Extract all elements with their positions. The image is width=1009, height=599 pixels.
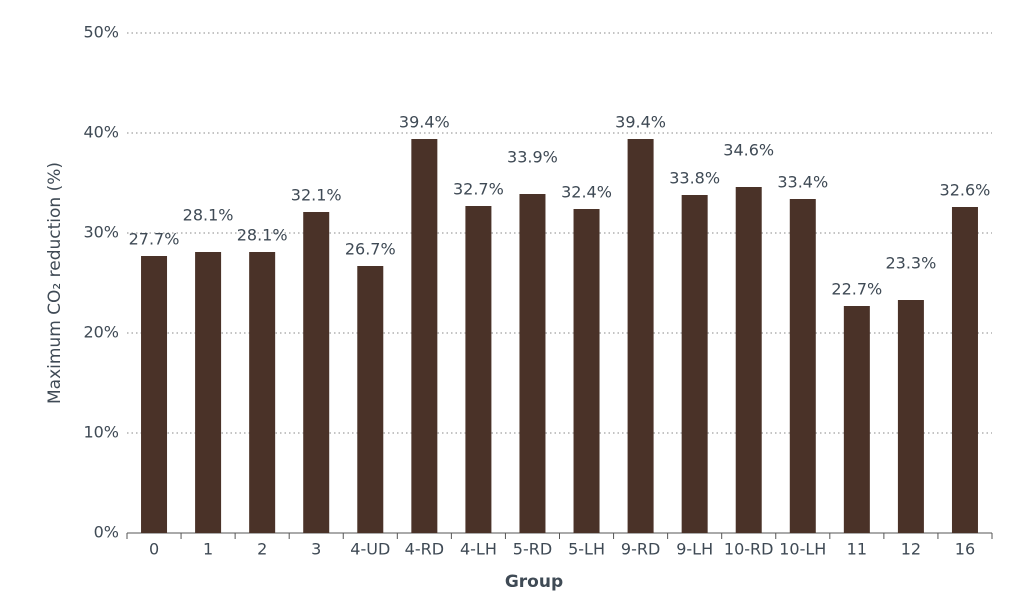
x-axis-title: Group [505, 572, 563, 592]
bar [681, 195, 708, 533]
x-tick-label: 9-LH [676, 540, 713, 559]
x-tick-label: 0 [149, 540, 159, 559]
x-tick-label: 16 [955, 540, 975, 559]
x-tick-label: 11 [847, 540, 867, 559]
y-tick-label: 20% [83, 323, 119, 342]
bar [465, 206, 492, 533]
y-tick-label: 40% [83, 123, 119, 142]
x-tick-label: 1 [203, 540, 213, 559]
value-label: 22.7% [831, 280, 882, 299]
value-label: 33.8% [669, 169, 720, 188]
bar [357, 266, 384, 533]
bar [411, 139, 438, 533]
y-tick-label: 0% [94, 523, 119, 542]
bar [303, 212, 330, 533]
bar [843, 306, 870, 533]
value-label: 32.4% [561, 183, 612, 202]
y-tick-label: 50% [83, 23, 119, 42]
x-tick-label: 5-LH [568, 540, 605, 559]
value-label: 27.7% [129, 230, 180, 249]
value-label: 34.6% [723, 141, 774, 160]
x-tick-label: 9-RD [621, 540, 660, 559]
bar [141, 256, 168, 533]
x-tick-label: 10-RD [724, 540, 774, 559]
value-label: 39.4% [399, 113, 450, 132]
value-label: 32.6% [940, 181, 991, 200]
bar [573, 209, 600, 533]
bar [735, 187, 762, 533]
value-label: 23.3% [885, 254, 936, 273]
value-label: 32.7% [453, 180, 504, 199]
bar [897, 300, 924, 533]
x-tick-label: 2 [257, 540, 267, 559]
x-tick-label: 4-RD [405, 540, 444, 559]
bar [627, 139, 654, 533]
bar [519, 194, 546, 533]
y-axis-title: Maximum CO₂ reduction (%) [45, 162, 65, 404]
x-tick-label: 10-LH [779, 540, 826, 559]
x-tick-label: 3 [311, 540, 321, 559]
value-label: 39.4% [615, 113, 666, 132]
x-tick-label: 5-RD [513, 540, 552, 559]
bar [249, 252, 276, 533]
y-tick-label: 10% [83, 423, 119, 442]
y-tick-label: 30% [83, 223, 119, 242]
x-tick-label: 4-LH [460, 540, 497, 559]
value-label: 28.1% [237, 226, 288, 245]
x-tick-label: 12 [901, 540, 921, 559]
value-label: 26.7% [345, 240, 396, 259]
bar [789, 199, 816, 533]
value-label: 28.1% [183, 206, 234, 225]
x-tick-label: 4-UD [350, 540, 390, 559]
value-label: 33.4% [777, 173, 828, 192]
value-label: 32.1% [291, 186, 342, 205]
value-label: 33.9% [507, 148, 558, 167]
bar [951, 207, 978, 533]
bar [195, 252, 222, 533]
